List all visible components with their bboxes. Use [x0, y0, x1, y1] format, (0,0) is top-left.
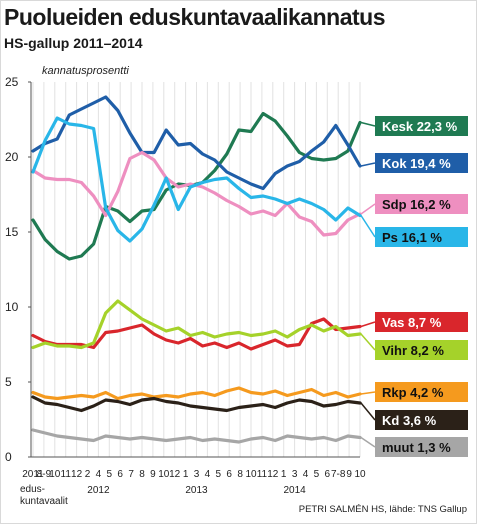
- x-tick-label: 11: [61, 469, 72, 480]
- x-tick-label: 4: [205, 469, 211, 480]
- x-tick-label: 8-9: [37, 469, 52, 480]
- x-tick-label: 4: [96, 469, 102, 480]
- chart-subtitle: HS-gallup 2011–2014: [4, 35, 143, 51]
- y-axis-label: kannatusprosentti: [42, 65, 129, 77]
- end-label-muut: muut 1,3 %: [382, 440, 451, 455]
- x-tick-label: 10: [158, 469, 170, 480]
- x-tick-label: 4: [303, 469, 309, 480]
- y-tick-label: 20: [5, 150, 19, 164]
- end-label-vihr: Vihr 8,2 %: [382, 343, 444, 358]
- series-line-ps: [31, 116, 362, 243]
- label-leader: [360, 436, 376, 448]
- label-leader: [360, 402, 376, 421]
- label-leader: [360, 162, 376, 167]
- x-tick-sublabel: edus-: [20, 484, 45, 495]
- x-tick-label: 12: [71, 469, 83, 480]
- x-tick-label: 6: [325, 469, 331, 480]
- end-label-box: [375, 410, 468, 430]
- x-tick-label: 1: [281, 469, 287, 480]
- series-line-muut: [31, 428, 362, 444]
- y-tick-label: 10: [5, 300, 19, 314]
- end-label-box: [375, 437, 468, 457]
- end-label-box: [375, 312, 468, 332]
- x-tick-label: 10: [49, 469, 61, 480]
- end-label-box: [375, 340, 468, 360]
- end-label-box: [375, 382, 468, 402]
- label-leader: [360, 121, 376, 127]
- label-leader: [360, 321, 376, 328]
- end-label-rkp: Rkp 4,2 %: [382, 385, 444, 400]
- x-tick-label: 8: [237, 469, 243, 480]
- series-line-vihr: [31, 299, 362, 350]
- x-tick-label: 6: [226, 469, 232, 480]
- end-label-kd: Kd 3,6 %: [382, 413, 437, 428]
- x-tick-label: 9: [150, 469, 156, 480]
- label-leader: [360, 215, 376, 238]
- x-tick-label: 2011: [22, 469, 44, 480]
- x-tick-label: 1: [183, 469, 189, 480]
- end-label-vas: Vas 8,7 %: [382, 315, 442, 330]
- end-label-kok: Kok 19,4 %: [382, 156, 451, 171]
- x-year-label: 2012: [87, 485, 110, 496]
- series-line-rkp: [31, 386, 362, 401]
- x-tick-label: 5: [107, 469, 113, 480]
- x-tick-label: 10: [245, 469, 257, 480]
- x-tick-sublabel: kuntavaalit: [20, 496, 68, 507]
- y-tick-label: 25: [5, 75, 19, 89]
- end-label-ps: Ps 16,1 %: [382, 230, 442, 245]
- end-label-kesk: Kesk 22,3 %: [382, 119, 458, 134]
- end-label-box: [375, 194, 468, 214]
- x-tick-label: 12: [267, 469, 279, 480]
- label-leader: [360, 333, 376, 351]
- x-tick-label: 7-8: [331, 469, 346, 480]
- chart-title: Puolueiden eduskuntavaalikannatus: [4, 4, 386, 30]
- source-credit: PETRI SALMÉN HS, lähde: TNS Gallup: [298, 504, 467, 515]
- x-year-label: 2014: [283, 485, 306, 496]
- x-tick-label: 8: [139, 469, 145, 480]
- x-year-label: 2013: [185, 485, 208, 496]
- x-tick-label: 5: [314, 469, 320, 480]
- x-tick-label: 2: [85, 469, 91, 480]
- series-line-kd: [31, 395, 362, 413]
- x-tick-label: 3: [292, 469, 298, 480]
- x-tick-label: 10: [354, 469, 366, 480]
- x-tick-label: 5: [216, 469, 222, 480]
- label-leader: [360, 203, 376, 215]
- label-leader: [360, 391, 376, 395]
- end-label-box: [375, 227, 468, 247]
- y-tick-label: 15: [5, 225, 19, 239]
- end-label-box: [375, 116, 468, 136]
- y-tick-label: 5: [5, 375, 12, 389]
- end-label-box: [375, 153, 468, 173]
- x-tick-label: 7: [128, 469, 134, 480]
- x-tick-label: 12: [169, 469, 181, 480]
- end-label-sdp: Sdp 16,2 %: [382, 197, 451, 212]
- y-tick-label: 0: [5, 450, 12, 464]
- x-tick-label: 9: [346, 469, 352, 480]
- x-tick-label: 3: [194, 469, 200, 480]
- series-line-kok: [31, 95, 362, 191]
- x-tick-label: 6: [117, 469, 123, 480]
- x-tick-label: 11: [257, 469, 268, 480]
